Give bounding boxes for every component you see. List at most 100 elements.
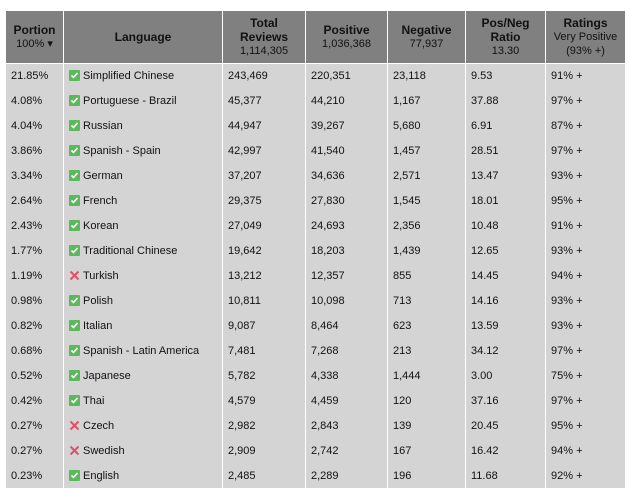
- cell-text: 4,579: [228, 395, 256, 407]
- table-cell: 243,469: [222, 63, 306, 89]
- table-cell: 12,357: [305, 263, 388, 289]
- cell-text: Japanese: [83, 370, 131, 382]
- cell-text: 14.16: [471, 295, 499, 307]
- cell-text: 29,375: [228, 195, 262, 207]
- table-cell: 91% +: [545, 63, 626, 89]
- table-row: 4.08% Portuguese - Brazil 45,377 44,210 1,16…: [5, 88, 626, 114]
- cell-text: 2,982: [228, 420, 256, 432]
- cell-text: Simplified Chinese: [83, 70, 175, 82]
- table-cell: 97% +: [545, 388, 626, 414]
- table-cell: 167: [387, 438, 466, 464]
- cell-text: 5,782: [228, 370, 256, 382]
- cell-text: 2,742: [311, 445, 339, 457]
- table-row: 0.27% Czech 2,982 2,843 139 20.45 95% +: [5, 413, 626, 439]
- cell-text: Spanish - Latin America: [83, 345, 200, 357]
- column-title: Negative: [401, 23, 452, 37]
- cell-text: 1,457: [393, 145, 421, 157]
- cell-text: Swedish: [83, 445, 125, 457]
- cell-text: Italian: [83, 320, 113, 332]
- column-title: Ratings: [563, 16, 608, 30]
- table-cell: 2,742: [305, 438, 388, 464]
- table-cell: 18,203: [305, 238, 388, 264]
- column-header[interactable]: Portion 100% ▾: [5, 10, 64, 64]
- table-cell: 37,207: [222, 163, 306, 189]
- column-title: Portion: [13, 23, 56, 37]
- table-cell: 16.42: [465, 438, 546, 464]
- cell-text: 713: [393, 295, 412, 307]
- cross-icon: [69, 270, 80, 281]
- table-cell: 13.47: [465, 163, 546, 189]
- table-cell: 24,693: [305, 213, 388, 239]
- table-cell: 220,351: [305, 63, 388, 89]
- table-cell: 97% +: [545, 338, 626, 364]
- table-row: 1.19% Turkish 13,212 12,357 855 14.45 94% +: [5, 263, 626, 289]
- cell-text: 7,268: [311, 345, 339, 357]
- language-table: Portion 100% ▾ Language Total Reviews 1,114,…: [5, 10, 626, 488]
- cell-text: 93% +: [551, 320, 583, 332]
- cell-text: 27,049: [228, 220, 262, 232]
- table-cell: 2,982: [222, 413, 306, 439]
- table-cell: Polish: [63, 288, 223, 314]
- cell-text: 19,642: [228, 245, 262, 257]
- table-cell: 1,457: [387, 138, 466, 164]
- cell-text: 3.34%: [11, 170, 43, 182]
- column-header: Pos/Neg Ratio 13.30: [465, 10, 546, 64]
- table-cell: 6.91: [465, 113, 546, 139]
- table-cell: 2,571: [387, 163, 466, 189]
- cell-text: 94% +: [551, 270, 583, 282]
- table-cell: 0.27%: [5, 438, 64, 464]
- table-cell: 34.12: [465, 338, 546, 364]
- cell-text: 11.68: [471, 470, 498, 482]
- cell-text: 39,267: [311, 120, 345, 132]
- cell-text: 2.64%: [11, 195, 43, 207]
- cell-text: 95% +: [551, 195, 583, 207]
- cell-text: 855: [393, 270, 412, 282]
- table-cell: 97% +: [545, 138, 626, 164]
- table-cell: 94% +: [545, 438, 626, 464]
- table-cell: 9.53: [465, 63, 546, 89]
- cell-text: 1.19%: [11, 270, 43, 282]
- table-cell: 3.34%: [5, 163, 64, 189]
- table-cell: 39,267: [305, 113, 388, 139]
- check-icon: [69, 170, 80, 181]
- column-subtitle: 1,114,305: [239, 45, 289, 57]
- check-icon: [69, 220, 80, 231]
- cell-text: 7,481: [228, 345, 256, 357]
- column-title: Language: [114, 30, 172, 44]
- table-cell: Traditional Chinese: [63, 238, 223, 264]
- table-cell: 34,636: [305, 163, 388, 189]
- table-row: 3.34% German 37,207 34,636 2,571 13.47 93% +: [5, 163, 626, 189]
- cell-text: 37.16: [471, 395, 499, 407]
- check-icon: [69, 345, 80, 356]
- cell-text: 4,338: [311, 370, 339, 382]
- table-cell: 9,087: [222, 313, 306, 339]
- cell-text: 12.65: [471, 245, 499, 257]
- table-cell: 27,830: [305, 188, 388, 214]
- cell-text: 93% +: [551, 170, 583, 182]
- cell-text: Traditional Chinese: [83, 245, 178, 257]
- cell-text: 5,680: [393, 120, 421, 132]
- table-cell: 2.64%: [5, 188, 64, 214]
- column-title: Pos/Neg Ratio: [481, 16, 530, 44]
- cell-text: 1,439: [393, 245, 421, 257]
- cell-text: 1,545: [393, 195, 421, 207]
- table-cell: Simplified Chinese: [63, 63, 223, 89]
- cell-text: English: [83, 470, 120, 482]
- cell-text: 93% +: [551, 245, 583, 257]
- cell-text: 0.82%: [11, 320, 43, 332]
- cell-text: 20.45: [471, 420, 499, 432]
- table-cell: German: [63, 163, 223, 189]
- cell-text: 24,693: [311, 220, 345, 232]
- table-cell: 44,210: [305, 88, 388, 114]
- cell-text: 2,289: [311, 470, 339, 482]
- cell-text: 42,997: [228, 145, 262, 157]
- check-icon: [69, 145, 80, 156]
- table-row: 2.64% French 29,375 27,830 1,545 18.01 95% +: [5, 188, 626, 214]
- cell-text: 2,843: [311, 420, 339, 432]
- table-cell: 87% +: [545, 113, 626, 139]
- column-header: Total Reviews 1,114,305: [222, 10, 306, 64]
- cell-text: 220,351: [311, 70, 351, 82]
- cell-text: 0.98%: [11, 295, 43, 307]
- cell-text: 213: [393, 345, 412, 357]
- column-header: Positive 1,036,368: [305, 10, 388, 64]
